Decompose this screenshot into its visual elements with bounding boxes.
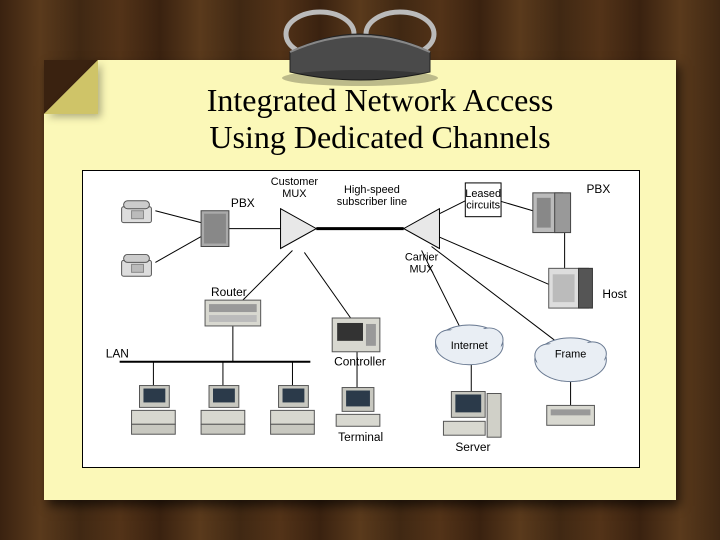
title-line2: Using Dedicated Channels: [209, 119, 550, 155]
binder-clip-icon: [260, 6, 460, 86]
csu-icon: [547, 405, 595, 425]
slide-title: Integrated Network Access Using Dedicate…: [104, 82, 656, 156]
carr-mux-label-1: Carrier: [405, 251, 439, 263]
pc2-icon: [201, 386, 245, 435]
svg-text:circuits: circuits: [466, 200, 500, 212]
frame-cloud: Frame relay: [535, 338, 607, 382]
leased-box: Leased circuits: [465, 183, 501, 217]
phone2-icon: [122, 254, 152, 276]
pc1-icon: [132, 386, 176, 435]
svg-text:Internet: Internet: [451, 340, 488, 352]
svg-text:Frame: Frame: [555, 349, 587, 361]
svg-text:Leased: Leased: [465, 188, 501, 200]
page-fold: [44, 60, 98, 114]
diagram-edges: [120, 201, 571, 406]
internet-cloud: Internet: [435, 325, 503, 365]
hs-label-1: High-speed: [344, 184, 400, 196]
pbx-left-icon: [201, 211, 229, 247]
slide-paper: Integrated Network Access Using Dedicate…: [44, 60, 676, 500]
carr-mux-label-2: MUX: [409, 263, 434, 275]
router-label: Router: [211, 285, 247, 299]
cust-mux-label-2: MUX: [282, 188, 307, 200]
router-icon: [205, 300, 261, 326]
title-line1: Integrated Network Access: [207, 82, 554, 118]
host-icon: [549, 268, 593, 308]
controller-label: Controller: [334, 355, 386, 369]
lan-label: LAN: [106, 347, 129, 361]
terminal-label: Terminal: [338, 430, 383, 444]
phone1-icon: [122, 201, 152, 223]
cust-mux-label-1: Customer: [271, 176, 319, 188]
pbx-right-label: PBX: [586, 182, 610, 196]
host-label: Host: [602, 287, 627, 301]
controller-icon: [332, 318, 380, 352]
network-diagram: PBX Customer MUX High-speed subscriber l…: [82, 170, 640, 468]
server-label: Server: [455, 440, 490, 454]
server-icon: [443, 392, 501, 438]
pbx-right-icon: [533, 193, 571, 233]
terminal-icon: [336, 388, 380, 427]
pbx-left-label: PBX: [231, 196, 255, 210]
hs-label-2: subscriber line: [337, 196, 407, 208]
pc3-icon: [271, 386, 315, 435]
